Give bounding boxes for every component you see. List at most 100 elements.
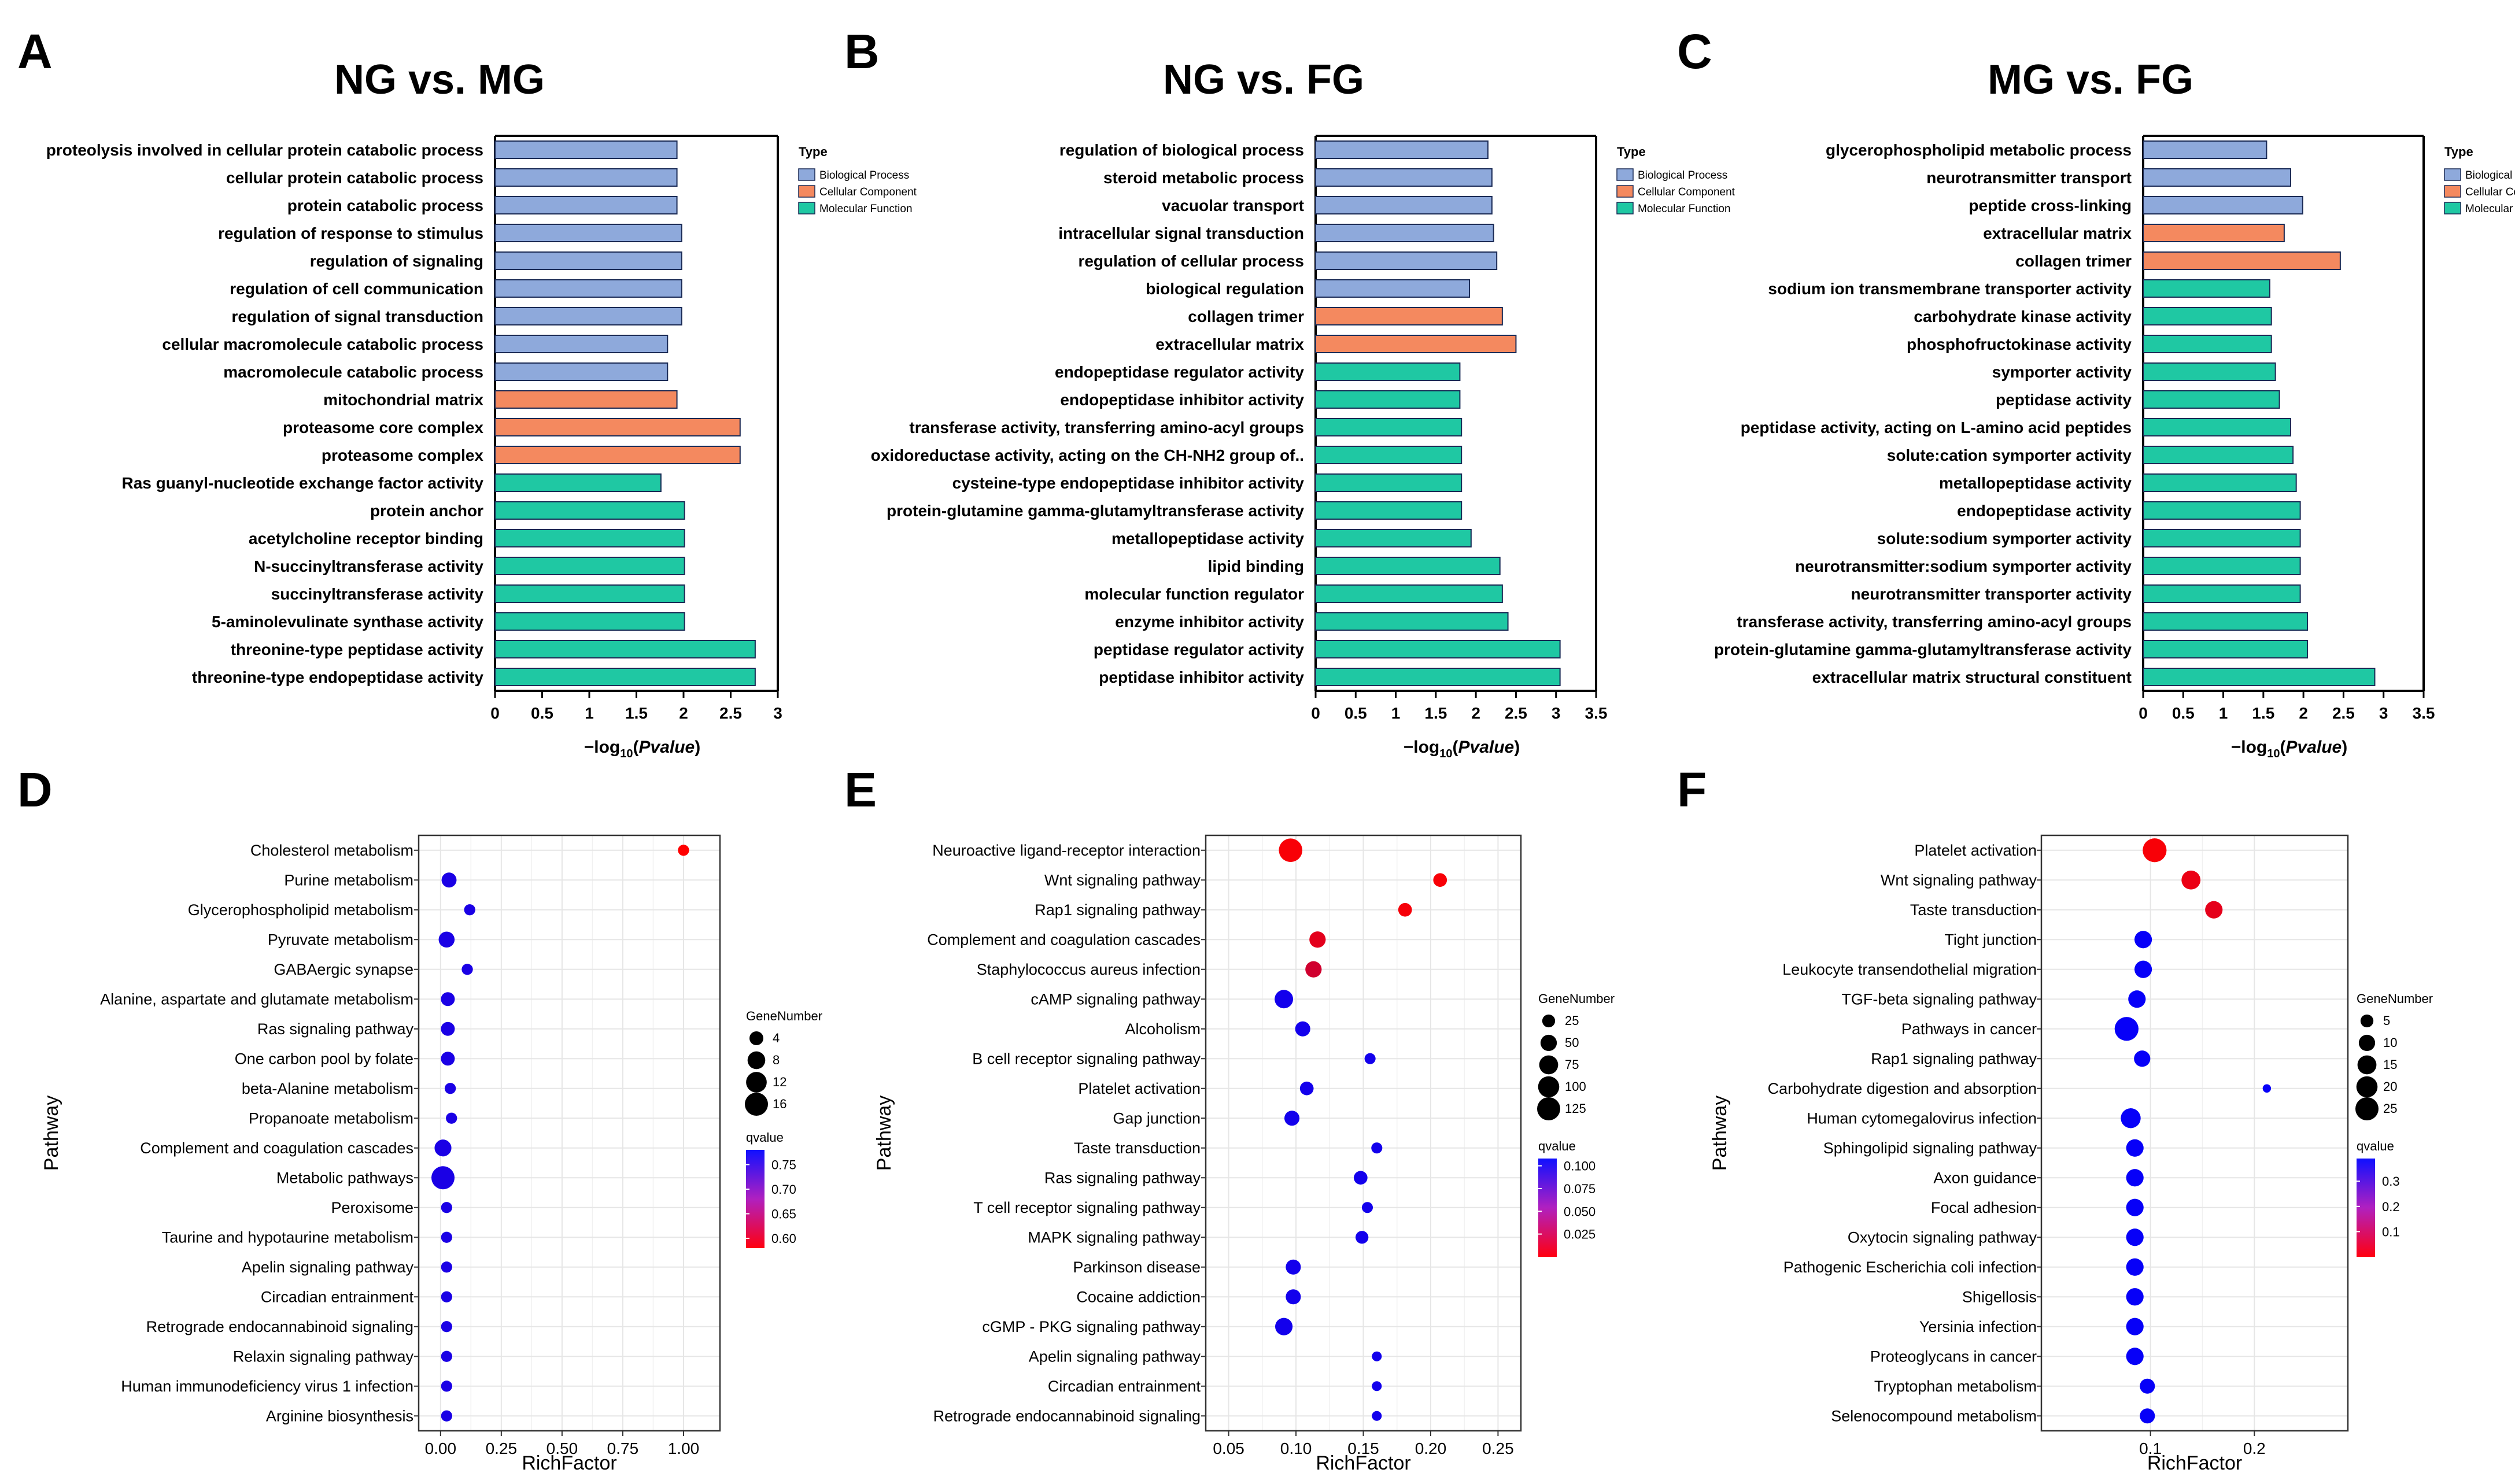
size-legend-label: 25 — [2383, 1101, 2397, 1116]
bar — [2143, 140, 2267, 159]
size-legend-dot — [745, 1093, 768, 1116]
x-tick-label: 2 — [679, 704, 688, 722]
pathway-label: Yersinia infection — [1919, 1318, 2037, 1335]
bar — [2143, 224, 2285, 242]
x-tick-label: 0.10 — [1280, 1439, 1312, 1457]
color-legend-bar — [1538, 1159, 1557, 1257]
size-legend-title: GeneNumber — [746, 1009, 822, 1023]
bar — [494, 307, 682, 325]
size-legend-dot — [2355, 1097, 2379, 1120]
dot-chart-f: Platelet activation Wnt signaling pathway… — [1709, 834, 2433, 1474]
pathway-label: Circadian entrainment — [1048, 1378, 1201, 1395]
dot — [2126, 1198, 2144, 1216]
plot-background — [419, 835, 720, 1431]
color-legend-label: 0.075 — [1564, 1182, 1596, 1196]
bar — [1315, 168, 1493, 187]
dot — [441, 1022, 455, 1036]
x-axis-label: RichFactor — [2147, 1452, 2242, 1474]
pathway-label: Arginine biosynthesis — [266, 1407, 413, 1424]
legend-swatch — [1616, 202, 1634, 214]
x-axis-label-part: ( — [1453, 738, 1458, 757]
dot — [441, 1261, 452, 1273]
dot — [1398, 902, 1412, 917]
category-label: regulation of cellular process — [1078, 252, 1304, 270]
size-legend-title: GeneNumber — [1538, 991, 1615, 1006]
pathway-label: Wnt signaling pathway — [1044, 871, 1201, 889]
pathway-label: Wnt signaling pathway — [1881, 871, 2037, 889]
pathway-label: Metabolic pathways — [276, 1169, 413, 1186]
dot — [441, 1291, 452, 1302]
y-axis-label: Pathway — [40, 1096, 62, 1171]
bar — [1315, 335, 1517, 353]
bar — [2143, 279, 2270, 298]
legend-label: Biological Process — [819, 169, 909, 182]
pathway-label: Human cytomegalovirus infection — [1807, 1109, 2037, 1127]
size-legend-label: 25 — [1565, 1013, 1579, 1028]
dot — [441, 1052, 455, 1066]
x-tick-label: 2 — [2299, 704, 2308, 722]
category-label: cysteine-type endopeptidase inhibitor ac… — [952, 474, 1305, 492]
size-legend-title: GeneNumber — [2357, 991, 2433, 1006]
bar — [2143, 612, 2309, 631]
x-tick-label: 0.5 — [1345, 704, 1367, 722]
pathway-label: Retrograde endocannabinoid signaling — [933, 1407, 1201, 1424]
category-label: endopeptidase activity — [1957, 502, 2132, 520]
category-label: Ras guanyl-nucleotide exchange factor ac… — [121, 474, 483, 492]
dot — [2126, 1348, 2144, 1365]
dot — [678, 845, 689, 856]
bar — [494, 362, 669, 381]
category-label: regulation of response to stimulus — [218, 224, 483, 242]
dot — [2126, 1228, 2144, 1246]
dot — [441, 1231, 452, 1243]
pathway-label: Taste transduction — [1074, 1139, 1201, 1157]
plot-border — [2040, 834, 2349, 1432]
category-label: steroid metabolic process — [1103, 169, 1304, 187]
legend-swatch — [2444, 185, 2461, 198]
bar — [494, 418, 741, 436]
legend-swatch — [798, 202, 815, 214]
color-legend-title: qvalue — [746, 1130, 784, 1145]
dot — [1372, 1411, 1382, 1421]
pathway-label: Pathways in cancer — [1901, 1020, 2037, 1038]
legend-swatch — [1616, 168, 1634, 181]
pathway-label: Rap1 signaling pathway — [1871, 1050, 2037, 1067]
pathway-label: Pyruvate metabolism — [268, 931, 413, 948]
pathway-label: Purine metabolism — [284, 871, 413, 889]
category-label: protein catabolic process — [287, 197, 483, 214]
pathway-label: Relaxin signaling pathway — [233, 1348, 414, 1365]
pathway-label: Ras signaling pathway — [1044, 1169, 1201, 1186]
dot — [441, 1350, 452, 1362]
color-legend-label: 0.3 — [2382, 1174, 2400, 1189]
size-legend-dot — [1537, 1097, 1560, 1120]
legend-swatch — [2444, 168, 2461, 181]
legend-label: Biological Process — [2465, 169, 2515, 182]
bar — [2143, 196, 2303, 214]
dot — [2114, 1017, 2139, 1041]
x-tick-label: 0.00 — [425, 1439, 457, 1457]
bar — [1315, 584, 1503, 603]
pathway-label: Axon guidance — [1933, 1169, 2037, 1186]
dot — [2126, 1258, 2144, 1276]
category-label: collagen trimer — [2015, 252, 2132, 270]
color-legend-label: 0.100 — [1564, 1159, 1596, 1174]
pathway-label: Alanine, aspartate and glutamate metabol… — [100, 990, 413, 1008]
dot — [431, 1166, 455, 1190]
panel-label-e: E — [844, 763, 877, 817]
x-axis-label-italic: Pvalue — [2286, 738, 2342, 757]
size-legend-label: 8 — [773, 1053, 780, 1067]
dot — [1433, 873, 1447, 887]
size-legend-dot — [2356, 1076, 2378, 1098]
bar — [494, 612, 685, 631]
dot — [1286, 1259, 1301, 1275]
category-label: biological regulation — [1146, 280, 1304, 298]
bar — [2143, 584, 2301, 603]
bar — [2143, 307, 2272, 325]
x-tick-label: 1.5 — [1424, 704, 1447, 722]
dot — [2134, 960, 2152, 978]
category-label: intracellular signal transduction — [1058, 224, 1304, 242]
size-legend-dot — [746, 1072, 767, 1093]
legend-label: Biological Process — [1638, 169, 1727, 182]
size-legend-label: 10 — [2383, 1035, 2397, 1050]
bar — [494, 168, 678, 187]
dot — [1356, 1231, 1369, 1244]
